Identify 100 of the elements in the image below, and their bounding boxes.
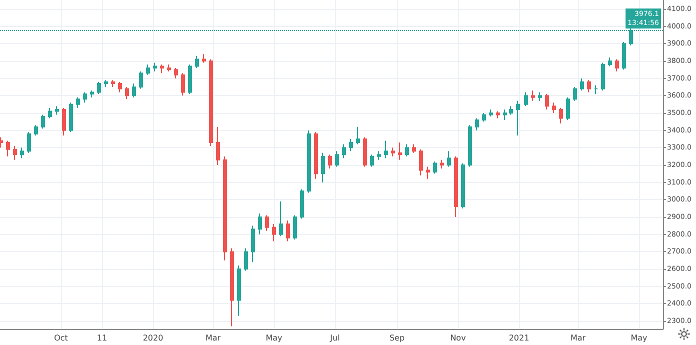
x-tick-label: May [630,334,648,342]
candlestick [454,156,458,218]
candlestick [6,140,10,157]
candlestick [516,100,520,136]
candlestick [160,64,164,74]
candlestick [69,102,73,133]
candlestick [426,166,430,180]
candlestick [321,152,325,183]
candlestick [181,72,185,96]
x-tick-label: Nov [450,334,466,342]
candlestick [0,136,3,148]
candlestick [405,144,409,157]
candlestick [475,118,479,131]
x-tick-label: Mar [205,334,222,342]
candlestick [55,106,59,116]
candlestick [538,92,542,102]
candlestick [202,54,206,64]
candlestick [384,140,388,159]
candlestick [132,83,136,98]
candlestick [293,214,297,240]
candlestick [41,114,45,130]
candlestick [300,188,304,220]
candlestick [174,67,178,79]
candlestick [370,154,374,168]
candlestick [335,150,339,168]
candlestick [286,220,290,242]
x-tick-label: 2021 [508,334,530,342]
x-tick-label: Mar [570,334,586,342]
candlestick [34,124,38,136]
x-tick-label: 2020 [142,334,164,342]
candlestick [230,248,234,327]
candlestick [307,130,311,194]
candlestick [615,58,619,72]
candlestick [482,112,486,122]
candlestick [468,124,472,168]
x-tick-label: Oct [54,334,68,342]
candlestick [509,106,513,116]
candlestick [608,57,612,67]
candlestick [90,90,94,98]
x-tick-label: 11 [96,334,108,342]
candlestick [566,96,570,120]
candlestick [447,150,451,168]
candlestick [279,200,283,237]
candlestick [503,109,507,120]
candlestick [377,150,381,160]
candlestick [601,62,605,91]
candlestick [489,109,493,117]
candlestick [188,64,192,94]
candlestick [265,214,269,232]
candlestick [48,107,52,119]
x-tick-label: Jul [329,334,340,342]
candlestick [559,107,563,124]
candlestick [146,64,150,76]
candlestick [531,90,535,102]
candlestick [314,132,318,180]
candlestick [461,162,465,209]
candlestick [342,144,346,159]
candlestick [356,126,360,145]
candlestick [580,78,584,91]
candlestick [594,84,598,94]
candlestick [433,161,437,174]
candlestick [216,126,220,166]
candlestick [237,265,241,316]
candlestick [496,110,500,119]
candlestick [587,80,591,93]
candlestick [97,81,101,94]
candlestick [440,159,444,169]
candlestick [20,147,24,159]
candlestick [118,81,122,93]
candlestick [111,80,115,88]
candlestick [524,92,528,107]
candlestick [125,86,129,100]
candlestick [83,92,87,104]
candlestick [391,147,395,157]
candlestick [167,64,171,72]
candlestick [139,70,143,90]
candlestick [153,62,157,72]
candlestick [251,225,255,263]
candlestick [328,154,332,169]
candlestick [62,107,66,136]
candlestick [223,156,227,261]
candlestick [622,41,626,70]
candlestick [419,148,423,176]
candlestick [244,248,248,272]
candlestick [27,132,31,154]
x-tick-label: Sep [389,334,405,342]
candlestick [209,58,213,146]
candlestick [272,223,276,242]
candlestick [195,55,199,68]
candlestick [76,96,80,108]
candlestick [349,138,353,152]
candlestick [398,142,402,160]
candlestick [412,144,416,154]
x-tick-label: May [266,334,283,342]
candlestick [552,102,556,114]
candlestick [545,93,549,110]
candlestick [258,213,262,235]
candlestick [13,145,17,160]
candlestick [104,80,108,88]
candlestick [573,86,577,102]
